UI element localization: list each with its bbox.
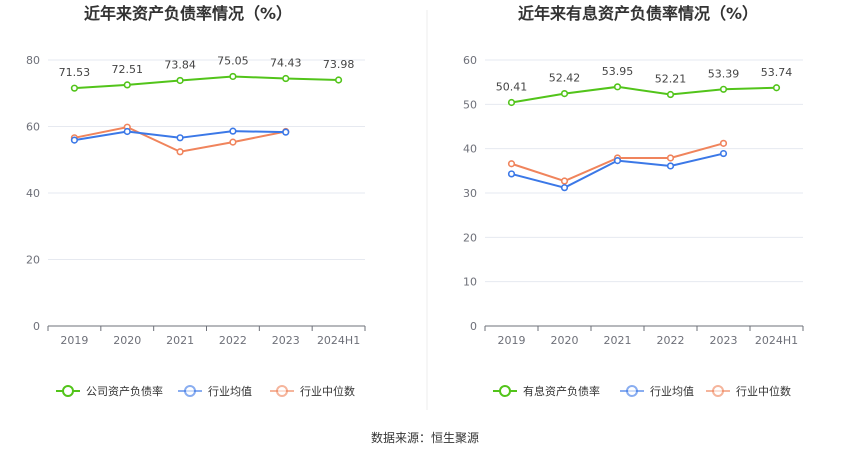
series-line [74,75,339,90]
x-tick-label: 2020 [551,334,579,347]
data-label: 53.39 [708,67,740,80]
data-label: 75.05 [217,54,249,67]
data-label: 73.98 [323,58,355,71]
data-label: 53.74 [761,66,793,79]
data-point [229,127,237,135]
y-tick-label: 0 [33,320,40,333]
y-tick-label: 20 [463,231,477,244]
legend-swatch-marker [626,385,638,397]
data-label: 74.43 [270,57,302,70]
source-note: 数据来源：恒生聚源 [370,431,479,445]
data-point [560,177,569,185]
data-point [719,85,728,93]
chart-title: 近年来资产负债率情况（%） [84,4,292,23]
x-tick-label: 2024H1 [755,334,798,347]
data-point [560,184,569,192]
y-tick-label: 60 [463,54,477,67]
y-tick-label: 40 [26,187,40,200]
y-tick-label: 20 [26,254,40,267]
chart-interest-debt-ratio: 近年来有息资产负债率情况（%） 0 10 20 30 40 50 60 2019 2020 2021… [463,4,804,398]
chart-title: 近年来有息资产负债率情况（%） [518,4,758,23]
x-tick-label: 2021 [604,334,632,347]
y-tick-label: 80 [26,54,40,67]
x-tick-label: 2023 [710,334,738,347]
x-tick-label: 2020 [113,334,141,347]
y-tick-label: 0 [470,320,477,333]
series-line [511,85,777,104]
data-point [229,72,237,81]
data-point [507,170,516,178]
y-tick-label: 40 [463,143,477,156]
x-tick-label: 2019 [498,334,526,347]
legend-swatch-marker [184,385,196,397]
y-tick-label: 50 [463,98,477,111]
data-point [176,76,184,85]
data-point [176,134,184,142]
data-point [229,138,237,146]
data-point [772,84,781,92]
y-tick-label: 10 [463,276,477,289]
data-point [507,160,516,168]
data-label: 71.53 [59,66,91,79]
data-label: 72.51 [112,63,144,76]
legend-label: 行业中位数 [300,384,355,398]
data-point [666,154,675,162]
data-label: 52.21 [655,73,687,86]
data-point [70,136,79,144]
data-point [282,74,290,83]
data-point [613,157,622,165]
legend-swatch-marker [276,385,288,397]
data-label: 53.95 [602,65,634,78]
y-tick-label: 30 [463,187,477,200]
x-tick-label: 2022 [657,334,685,347]
data-point [666,90,675,99]
data-point [507,98,516,107]
x-tick-label: 2024H1 [317,334,360,347]
legend-swatch-marker [62,385,74,397]
legend-label: 行业均值 [650,385,694,398]
y-tick-label: 60 [26,121,40,134]
data-label: 73.84 [164,58,196,71]
data-point [282,128,290,136]
data-label: 52.42 [549,72,581,85]
data-point [334,76,343,84]
chart-debt-ratio: 近年来资产负债率情况（%） 0 20 40 60 80 2019 2020 2021 2022 20… [26,4,366,398]
legend-swatch-marker [712,385,724,397]
data-point [666,162,675,170]
data-label: 50.41 [496,81,528,94]
x-tick-label: 2022 [219,334,247,347]
legend-label: 公司资产负债率 [86,384,163,398]
legend-swatch-marker [499,385,511,397]
data-point [123,127,131,136]
data-point [719,139,728,147]
x-tick-label: 2021 [166,334,194,347]
data-point [613,83,622,91]
legend-label: 行业均值 [208,385,252,398]
legend-label: 有息资产负债率 [523,384,600,398]
data-point [719,149,728,158]
legend-label: 行业中位数 [736,384,791,398]
x-tick-label: 2023 [272,334,300,347]
x-tick-label: 2019 [60,334,88,347]
data-point [70,84,79,92]
data-point [123,81,131,89]
data-point [176,148,184,156]
data-point [560,90,569,98]
